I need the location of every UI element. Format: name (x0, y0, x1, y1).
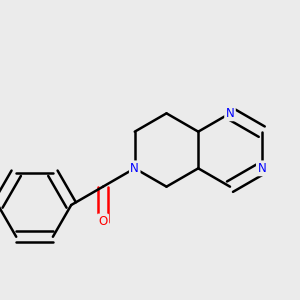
Text: N: N (226, 107, 234, 120)
Text: O: O (98, 215, 108, 228)
Text: N: N (130, 162, 139, 175)
Text: N: N (257, 162, 266, 175)
